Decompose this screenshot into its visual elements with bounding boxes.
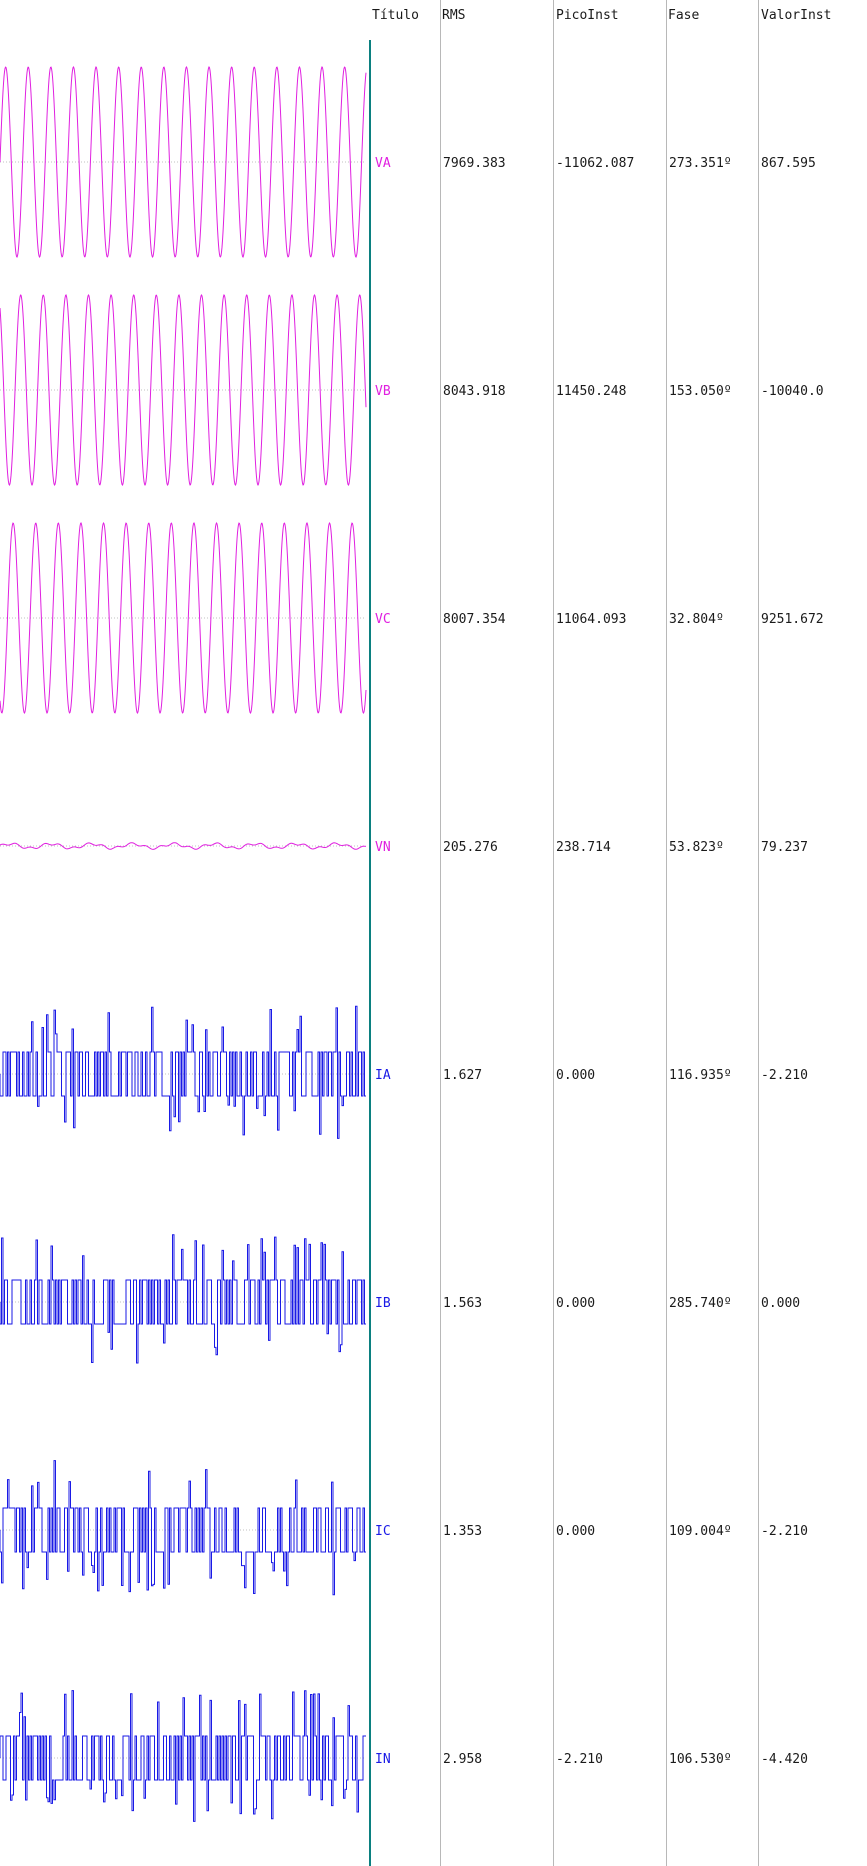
waveform-trace-vb xyxy=(0,293,367,487)
waveform-trace-ib xyxy=(0,1234,366,1364)
valorinst-value-ic: -2.210 xyxy=(761,1524,808,1539)
fase-value-vb: 153.050º xyxy=(669,384,732,399)
picoinst-value-ib: 0.000 xyxy=(556,1296,596,1311)
rms-value-vn: 205.276 xyxy=(443,840,498,855)
fase-value-ia: 116.935º xyxy=(669,1068,732,1083)
column-divider-picoinst xyxy=(553,0,554,1866)
valorinst-value-ia: -2.210 xyxy=(761,1068,808,1083)
rms-value-ib: 1.563 xyxy=(443,1296,483,1311)
header-picoinst: PicoInst xyxy=(556,8,619,23)
picoinst-value-vb: 11450.248 xyxy=(556,384,627,399)
valorinst-value-va: 867.595 xyxy=(761,156,816,171)
column-divider-valorinst xyxy=(758,0,759,1866)
picoinst-value-vc: 11064.093 xyxy=(556,612,627,627)
channel-title-ic: IC xyxy=(375,1524,391,1539)
rms-value-va: 7969.383 xyxy=(443,156,506,171)
fase-value-vc: 32.804º xyxy=(669,612,724,627)
picoinst-value-ic: 0.000 xyxy=(556,1524,596,1539)
rms-value-ia: 1.627 xyxy=(443,1068,483,1083)
valorinst-value-vc: 9251.672 xyxy=(761,612,824,627)
column-divider-fase xyxy=(666,0,667,1866)
rms-value-ic: 1.353 xyxy=(443,1524,483,1539)
waveform-trace-in xyxy=(0,1690,366,1822)
channel-title-ia: IA xyxy=(375,1068,391,1083)
fase-value-ic: 109.004º xyxy=(669,1524,732,1539)
channel-title-vc: VC xyxy=(375,612,391,627)
valorinst-value-vb: -10040.0 xyxy=(761,384,824,399)
waveform-trace-ic xyxy=(0,1460,366,1596)
header-rms: RMS xyxy=(442,8,466,23)
picoinst-value-vn: 238.714 xyxy=(556,840,611,855)
header-valorinst: ValorInst xyxy=(761,8,832,23)
valorinst-value-ib: 0.000 xyxy=(761,1296,801,1311)
waveform-trace-vc xyxy=(0,521,367,715)
waveform-plot-area xyxy=(0,66,367,1822)
rms-value-vb: 8043.918 xyxy=(443,384,506,399)
column-divider-rms xyxy=(440,0,441,1866)
rms-value-vc: 8007.354 xyxy=(443,612,506,627)
header-titulo: Título xyxy=(372,8,419,23)
channel-title-in: IN xyxy=(375,1752,391,1767)
fase-value-va: 273.351º xyxy=(669,156,732,171)
channel-title-ib: IB xyxy=(375,1296,391,1311)
picoinst-value-va: -11062.087 xyxy=(556,156,635,171)
waveform-trace-vn xyxy=(0,842,367,850)
valorinst-value-vn: 79.237 xyxy=(761,840,808,855)
valorinst-value-in: -4.420 xyxy=(761,1752,808,1767)
channel-title-vb: VB xyxy=(375,384,391,399)
waveform-trace-ia xyxy=(0,1005,366,1139)
fase-value-ib: 285.740º xyxy=(669,1296,732,1311)
picoinst-value-in: -2.210 xyxy=(556,1752,603,1767)
fase-value-in: 106.530º xyxy=(669,1752,732,1767)
waveform-trace-va xyxy=(0,66,367,258)
channel-title-va: VA xyxy=(375,156,391,171)
picoinst-value-ia: 0.000 xyxy=(556,1068,596,1083)
rms-value-in: 2.958 xyxy=(443,1752,483,1767)
time-cursor-line[interactable] xyxy=(369,40,371,1866)
header-fase: Fase xyxy=(668,8,700,23)
fase-value-vn: 53.823º xyxy=(669,840,724,855)
channel-title-vn: VN xyxy=(375,840,391,855)
